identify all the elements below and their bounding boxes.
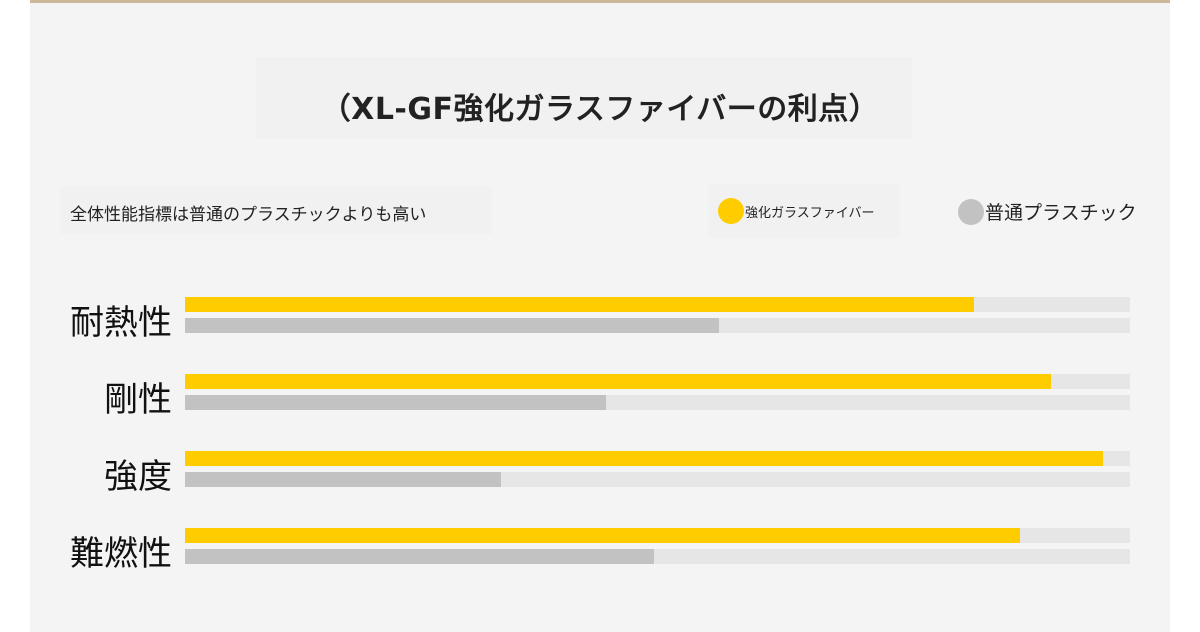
bar-glass-fiber [185, 451, 1103, 466]
category-label: 強度 [104, 457, 172, 497]
legend-dot-gray-icon [958, 198, 984, 225]
bar-glass-fiber [185, 528, 1021, 543]
bar-track [185, 451, 1130, 466]
bar-glass-fiber [185, 297, 975, 312]
legend-dot-yellow-icon [718, 198, 744, 224]
legend-item-plastic: 普通プラスチック [958, 198, 1137, 225]
category-label: 耐熱性 [70, 303, 172, 343]
category-label: 剛性 [104, 380, 172, 420]
bar-plastic [185, 472, 501, 487]
title-background [256, 57, 912, 139]
bar-track [185, 297, 1130, 312]
bar-track [185, 549, 1130, 564]
legend-item-glass-fiber: 強化ガラスファイバー [718, 198, 874, 224]
legend-label-plastic: 普通プラスチック [985, 202, 1137, 224]
bar-plastic [185, 549, 654, 564]
subtitle-background [60, 186, 492, 234]
bar-track [185, 395, 1130, 410]
legend-label-glass-fiber: 強化ガラスファイバー [745, 205, 875, 221]
bar-track [185, 318, 1130, 333]
chart-subtitle: 全体性能指標は普通のプラスチックよりも高い [70, 205, 427, 225]
category-label: 難燃性 [70, 534, 172, 574]
bar-track [185, 472, 1130, 487]
chart-title: （XL-GF強化ガラスファイバーの利点） [320, 92, 880, 127]
bar-track [185, 374, 1130, 389]
bar-plastic [185, 395, 607, 410]
top-image-strip [30, 0, 1170, 3]
bar-glass-fiber [185, 374, 1051, 389]
bar-track [185, 528, 1130, 543]
bar-plastic [185, 318, 719, 333]
